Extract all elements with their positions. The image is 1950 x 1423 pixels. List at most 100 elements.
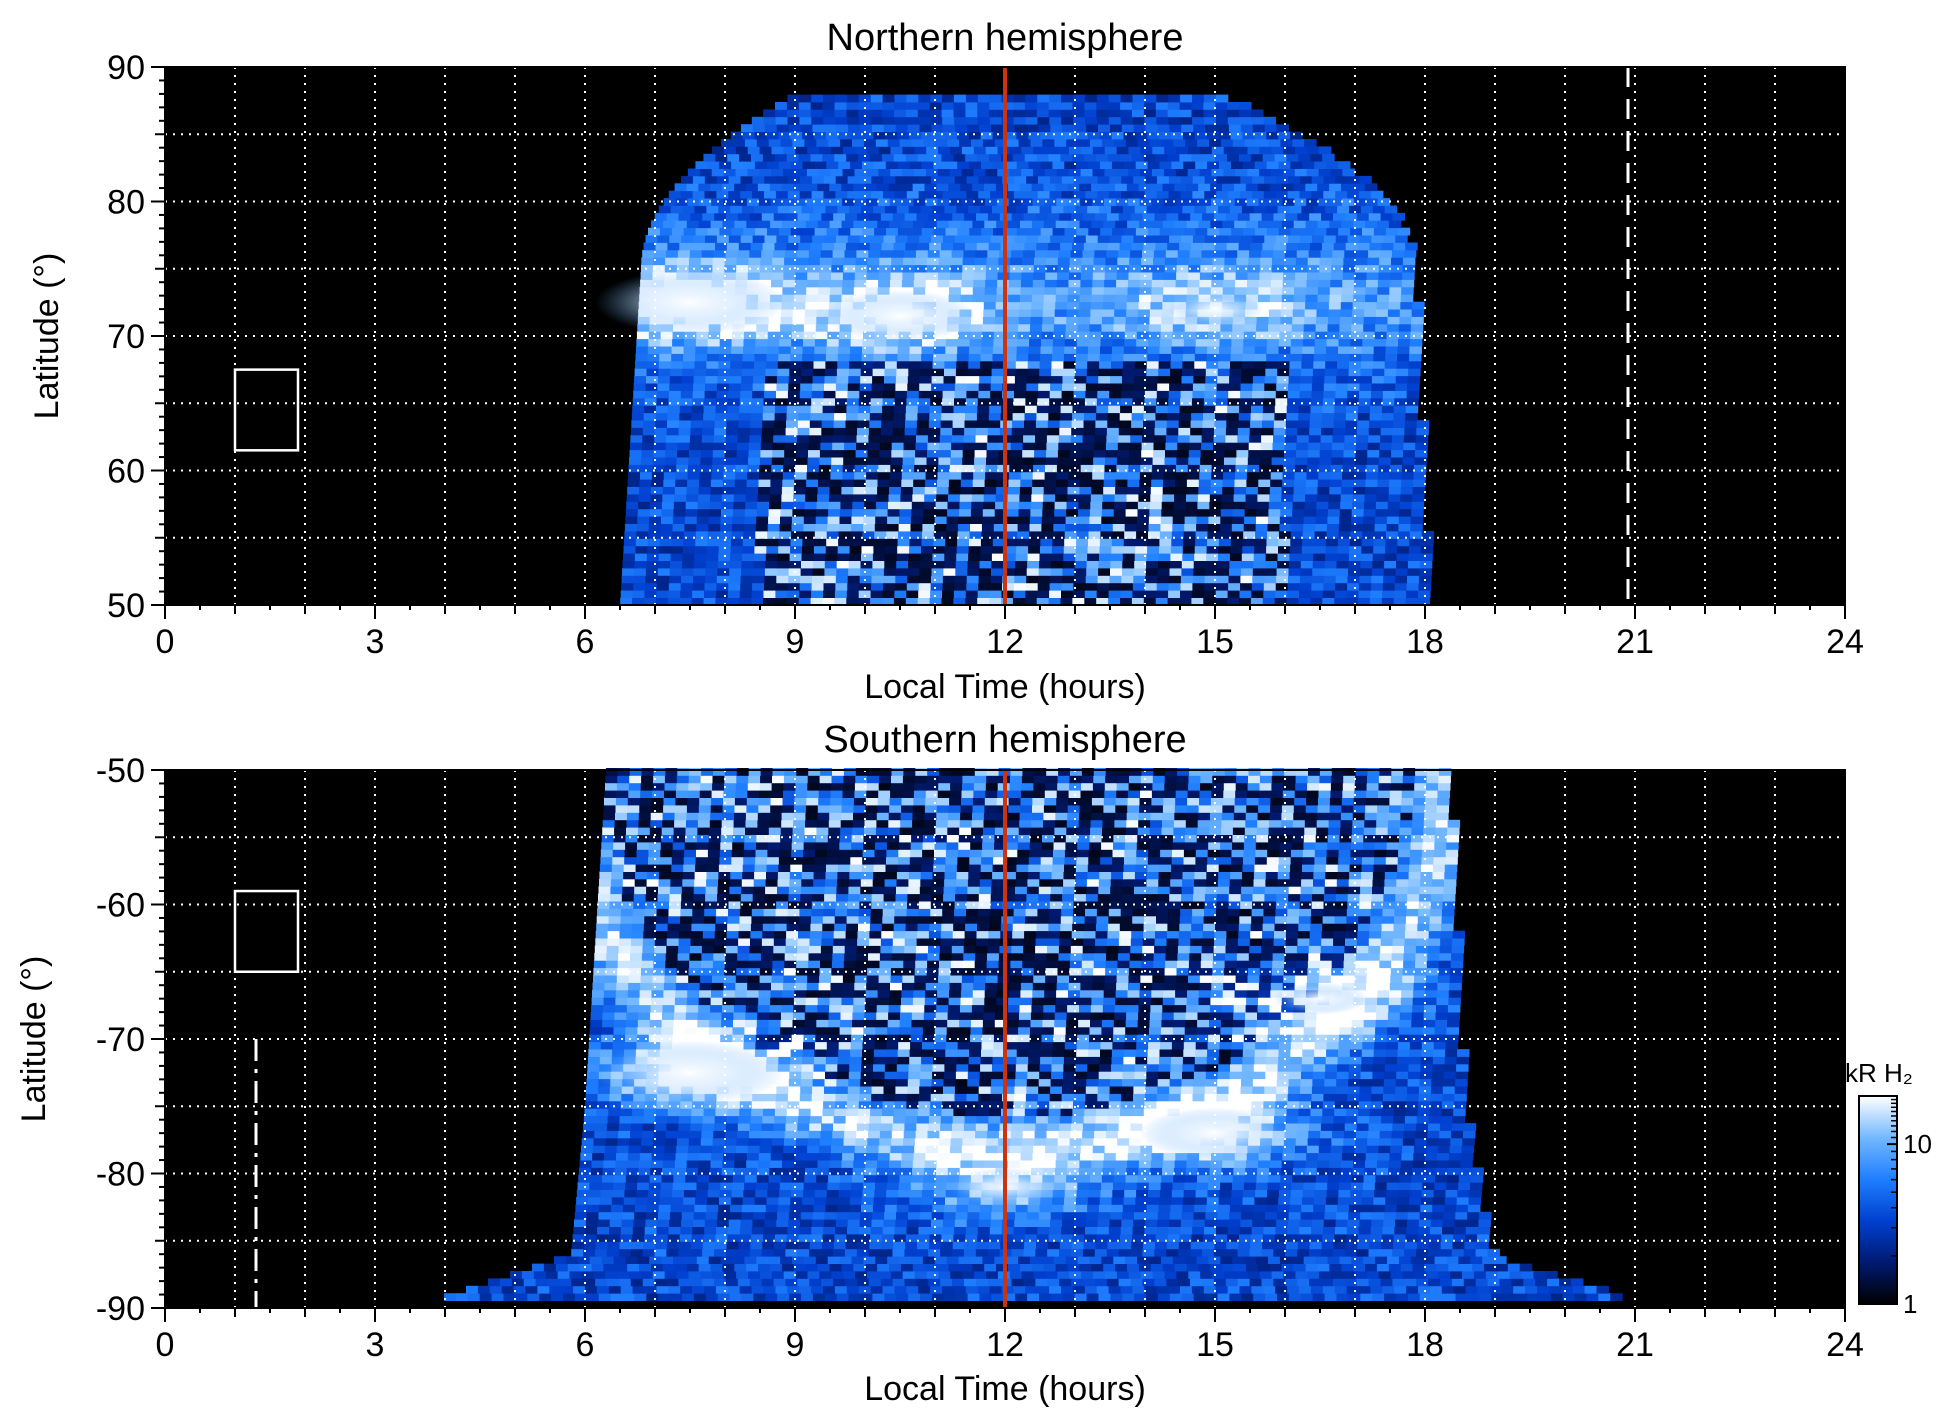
emission-cell	[1509, 1271, 1523, 1279]
emission-cell	[1320, 434, 1334, 443]
emission-cell	[1373, 545, 1386, 554]
emission-cell	[1326, 338, 1340, 347]
emission-cell	[1163, 479, 1176, 487]
emission-cell	[930, 175, 944, 184]
emission-cell	[660, 531, 673, 539]
emission-cell	[554, 1256, 567, 1264]
emission-cell	[1216, 582, 1229, 591]
emission-cell	[748, 264, 761, 273]
emission-cell	[1113, 323, 1126, 332]
emission-cell	[1078, 139, 1091, 147]
emission-cell	[1268, 323, 1281, 332]
emission-cell	[1008, 286, 1021, 295]
emission-cell	[1026, 375, 1040, 384]
emission-cell	[1253, 205, 1267, 214]
emission-cell	[1345, 412, 1359, 421]
emission-cell	[826, 531, 840, 539]
emission-cell	[1071, 427, 1084, 436]
emission-cell	[804, 139, 817, 147]
emission-cell	[1137, 508, 1150, 517]
emission-cell	[955, 568, 968, 576]
emission-cell	[1092, 168, 1105, 177]
emission-cell	[746, 183, 759, 192]
emission-cell	[957, 161, 970, 169]
emission-cell	[1284, 249, 1298, 258]
emission-cell	[633, 582, 646, 591]
emission-cell	[1062, 568, 1075, 576]
emission-cell	[1277, 1293, 1290, 1301]
emission-cell	[781, 309, 794, 317]
emission-cell	[1282, 471, 1296, 480]
emission-cell	[1405, 412, 1418, 421]
emission-cell	[1586, 1293, 1599, 1301]
emission-cell	[1167, 405, 1181, 414]
emission-cell	[777, 205, 791, 214]
emission-cell	[928, 212, 941, 221]
emission-cell	[1361, 538, 1375, 547]
emission-cell	[813, 545, 827, 554]
emission-cell	[1040, 227, 1054, 236]
emission-cell	[717, 560, 731, 569]
emission-cell	[1004, 161, 1018, 169]
emission-cell	[1024, 412, 1037, 421]
emission-cell	[1122, 360, 1136, 369]
emission-cell	[617, 1271, 630, 1279]
emission-cell	[1274, 597, 1288, 606]
emission-cell	[640, 1271, 654, 1279]
emission-cell	[1251, 397, 1264, 406]
emission-cell	[1006, 316, 1020, 325]
emission-cell	[746, 1263, 759, 1272]
emission-cell	[660, 523, 674, 532]
emission-cell	[1262, 405, 1276, 414]
emission-cell	[1192, 235, 1206, 243]
emission-cell	[978, 235, 992, 243]
emission-cell	[1263, 1285, 1276, 1294]
emission-cell	[1102, 309, 1115, 317]
emission-cell	[1317, 1263, 1330, 1272]
emission-cell	[1055, 183, 1068, 192]
emission-cell	[1153, 257, 1166, 266]
emission-cell	[532, 1263, 545, 1272]
emission-cell	[943, 560, 957, 569]
emission-cell	[1297, 212, 1310, 221]
emission-cell	[1574, 1293, 1587, 1301]
emission-cell	[1061, 94, 1074, 103]
emission-cell	[1410, 523, 1423, 532]
emission-cell	[772, 257, 785, 266]
emission-cell	[825, 353, 839, 362]
emission-cell	[1491, 1293, 1504, 1301]
emission-cell	[1180, 390, 1194, 399]
emission-cell	[727, 397, 741, 406]
emission-cell	[1155, 153, 1169, 162]
emission-cell	[1179, 102, 1193, 110]
emission-cell	[776, 124, 790, 132]
emission-cell	[1420, 545, 1434, 554]
emission-cell	[1132, 582, 1146, 591]
emission-cell	[1227, 1285, 1241, 1294]
emission-cell	[1018, 323, 1031, 332]
emission-cell	[1495, 1263, 1509, 1272]
emission-cell	[1331, 449, 1345, 458]
emission-cell	[1366, 279, 1379, 288]
emission-cell	[684, 1256, 698, 1264]
x-tick-label: 0	[156, 623, 175, 661]
emission-cell	[1063, 553, 1076, 561]
emission-cell	[1049, 175, 1063, 184]
emission-cell	[908, 368, 921, 377]
emission-cell	[1305, 486, 1318, 495]
emission-cell	[1112, 331, 1126, 340]
emission-cell	[1232, 508, 1246, 517]
emission-cell	[840, 139, 853, 147]
emission-cell	[1407, 560, 1421, 569]
emission-cell	[835, 582, 848, 591]
emission-cell	[1107, 420, 1120, 428]
emission-cell	[1301, 553, 1314, 561]
emission-cell	[916, 427, 929, 436]
emission-cell	[1049, 94, 1062, 103]
emission-cell	[637, 508, 651, 517]
emission-cell	[1072, 412, 1085, 421]
emission-cell	[659, 545, 672, 554]
emission-cell	[1036, 412, 1049, 421]
emission-cell	[987, 1278, 1001, 1287]
emission-cell	[1195, 227, 1208, 236]
